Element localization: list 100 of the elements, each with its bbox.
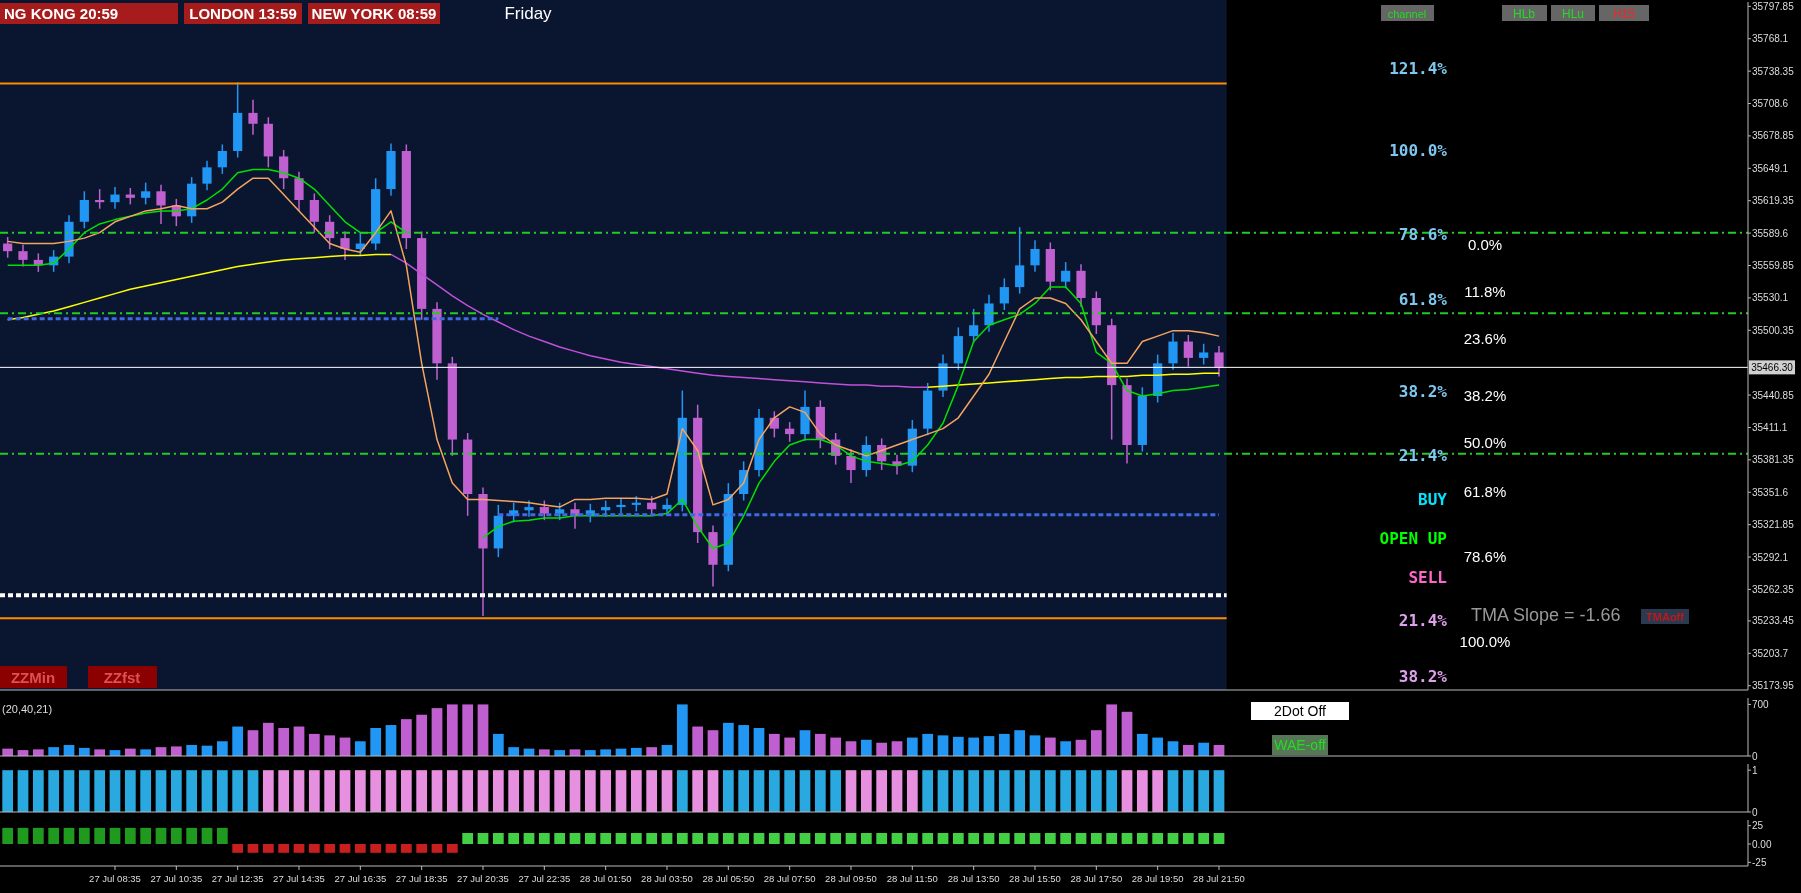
bar [431, 708, 443, 756]
x-tick-label: 28 Jul 21:50 [1193, 873, 1245, 884]
bar [692, 833, 704, 844]
candlestick [1168, 332, 1178, 371]
bar [339, 844, 351, 853]
bar [1060, 741, 1072, 756]
annotation: 61.8% [1398, 290, 1448, 309]
bar [232, 726, 244, 756]
bar [1090, 833, 1102, 844]
candlestick [156, 184, 166, 225]
candlestick [616, 497, 626, 515]
x-tick-label: 27 Jul 12:35 [211, 873, 264, 884]
candlestick [984, 293, 994, 333]
bar [308, 733, 320, 756]
candlestick [1199, 342, 1209, 366]
bar [692, 726, 704, 756]
candlestick [969, 308, 979, 344]
annotation: LONDON 13:59 [189, 5, 297, 22]
candlestick [202, 160, 212, 191]
bar [186, 827, 198, 844]
bar [814, 733, 826, 756]
bar [446, 844, 458, 853]
bar [554, 833, 566, 844]
bar [354, 741, 366, 756]
candlestick [1183, 334, 1193, 368]
y-tick-label: 35351.6 [1752, 486, 1789, 498]
bar [998, 733, 1010, 756]
bar [661, 833, 673, 844]
candlestick [18, 243, 28, 268]
bar [1198, 833, 1210, 844]
bar [876, 742, 888, 756]
bar [646, 833, 658, 844]
bar [508, 833, 520, 844]
bar [94, 827, 106, 844]
bar [1044, 833, 1056, 844]
bar [385, 725, 397, 756]
bar [646, 747, 658, 756]
bar [370, 844, 382, 853]
bar [247, 844, 259, 853]
bar [446, 704, 458, 756]
candlestick [279, 149, 289, 190]
bar [738, 725, 750, 756]
bar [722, 833, 734, 844]
candlestick [1061, 261, 1071, 289]
bar [753, 728, 765, 756]
bar [462, 704, 474, 756]
line-series [390, 253, 929, 389]
y-tick-label: 700 [1752, 698, 1770, 710]
bar [17, 827, 29, 844]
bar [799, 730, 811, 756]
bar [477, 704, 489, 756]
bar [1152, 737, 1164, 756]
bar [400, 844, 412, 853]
bar [860, 739, 872, 756]
y-tick-label: 35797.85 [1752, 0, 1795, 12]
bar [385, 844, 397, 853]
x-tick-label: 28 Jul 15:50 [1009, 873, 1061, 884]
annotation: Friday [504, 4, 553, 23]
bar [676, 704, 688, 756]
bar [860, 833, 872, 844]
bar [922, 833, 934, 844]
bar [830, 737, 842, 756]
bar [1121, 711, 1133, 756]
candlestick [539, 499, 549, 521]
x-tick-label: 27 Jul 20:35 [457, 873, 509, 884]
bar [1121, 833, 1133, 844]
annotation: 78.6% [1463, 548, 1507, 565]
bar [431, 844, 443, 853]
y-tick-label: 25 [1752, 820, 1764, 832]
ref-line-label: 35466.30 [1751, 362, 1794, 374]
annotation: 100.0% [1459, 633, 1511, 650]
candlestick [999, 277, 1009, 311]
y-tick-label: 0 [1752, 750, 1758, 762]
bar [1182, 744, 1194, 756]
bar [124, 827, 136, 844]
bar [477, 833, 489, 844]
bar [830, 833, 842, 844]
candlestick [785, 421, 795, 443]
y-tick-label: 35738.35 [1752, 65, 1795, 77]
annotation: TMAoff [1646, 611, 1685, 623]
bar [48, 827, 60, 844]
bar [1090, 730, 1102, 756]
bar [247, 730, 259, 756]
candlestick [248, 99, 258, 136]
annotation: ZZMin [10, 669, 56, 686]
bar [32, 749, 44, 756]
bar [462, 833, 474, 844]
bar [140, 827, 152, 844]
bar [983, 833, 995, 844]
bar [1060, 833, 1072, 844]
bar [922, 733, 934, 756]
annotation: 61.8% [1463, 483, 1507, 500]
bar [324, 735, 336, 756]
bar [814, 833, 826, 844]
candlestick [110, 186, 120, 210]
bar [1152, 833, 1164, 844]
bar [600, 833, 612, 844]
bar [140, 749, 152, 756]
bar [968, 737, 980, 756]
y-tick-label: 35440.85 [1752, 389, 1795, 401]
